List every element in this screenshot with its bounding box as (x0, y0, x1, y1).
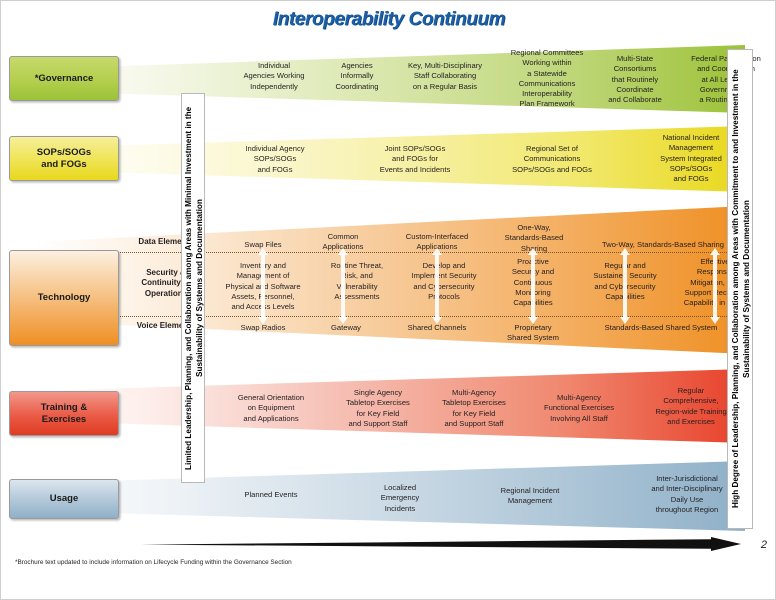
vertical-arrow-icon (527, 248, 539, 324)
tier-label-data-elements: Data Elements (138, 237, 194, 246)
training-stage-2: Single Agency Tabletop Exercises for Key… (346, 388, 410, 428)
tech-sec-3: Develop and Implement Security and Cyber… (411, 261, 477, 301)
left-vertical-caption: Limited Leadership, Planning, and Collab… (184, 106, 205, 470)
training-stage-3: Multi-Agency Tabletop Exercises for Key … (442, 388, 506, 428)
sops-stage-3: Regional Set of Communications SOPs/SOGs… (512, 144, 592, 174)
vertical-arrow-icon (709, 248, 721, 324)
row-label-governance[interactable]: *Governance (9, 56, 119, 101)
row-technology: Data Elements Security & Continuity of O… (33, 206, 746, 354)
row-label-technology[interactable]: Technology (9, 250, 119, 346)
usage-stage-4: Inter-Jurisdictional and Inter-Disciplin… (651, 474, 723, 514)
tech-voice-1: Swap Radios (240, 323, 286, 332)
sops-stage-2: Joint SOPs/SOGs and FOGs for Events and … (379, 144, 451, 174)
tech-data-3: Custom-Interfaced Applications (405, 232, 469, 252)
tech-data-5: Two-Way, Standards-Based Sharing (602, 240, 724, 249)
usage-stage-3: Regional Incident Management (500, 486, 560, 506)
sops-stage-1: Individual Agency SOPs/SOGs and FOGs (245, 144, 305, 174)
governance-stage-5: Multi-State Consortiums that Routinely C… (608, 54, 662, 104)
usage-wedge (33, 461, 745, 531)
training-stage-1: General Orientation on Equipment and App… (237, 393, 305, 423)
training-stage-4: Multi-Agency Functional Exercises Involv… (543, 393, 615, 423)
tech-voice-5: Standards-Based Shared System (604, 323, 718, 332)
left-caption-box (181, 93, 205, 483)
usage-stage-1: Planned Events (244, 490, 298, 499)
row-label-usage[interactable]: Usage (9, 479, 119, 519)
sops-wedge (33, 126, 745, 192)
footnote-text: *Brochure text updated to include inform… (15, 559, 292, 566)
row-sops: Individual Agency SOPs/SOGs and FOGs Joi… (33, 126, 745, 192)
vertical-arrow-icon (257, 248, 269, 324)
right-vertical-caption: High Degree of Leadership, Planning, and… (731, 69, 752, 509)
governance-stage-4: Regional Committees Working within a Sta… (510, 48, 584, 109)
row-label-sops[interactable]: SOPs/SOGs and FOGs (9, 136, 119, 181)
right-caption-box (727, 49, 753, 529)
governance-wedge (33, 45, 745, 113)
vertical-arrow-icon (619, 248, 631, 324)
governance-stage-2: Agencies Informally Coordinating (335, 61, 379, 91)
sops-stage-4: National Incident Management System Inte… (660, 133, 722, 183)
tech-sec-2: Routine Threat, Risk, and Vulnerability … (331, 261, 384, 301)
tier-divider-security-voice (117, 316, 745, 317)
training-stage-5: Regular Comprehensive, Region-wide Train… (655, 386, 727, 426)
row-governance: Individual Agencies Working Independentl… (33, 45, 761, 113)
vertical-arrow-icon (337, 248, 349, 324)
governance-stage-1: Individual Agencies Working Independentl… (243, 61, 305, 91)
tech-data-2: Common Applications (322, 232, 364, 252)
tech-voice-3: Shared Channels (407, 323, 467, 332)
tech-data-1: Swap Files (244, 240, 282, 249)
governance-stage-6: Federal Participation and Coordination a… (691, 54, 761, 104)
tier-divider-data-security (117, 252, 745, 253)
progression-arrow-icon (141, 537, 741, 556)
row-label-training[interactable]: Training & Exercises (9, 391, 119, 436)
tech-voice-2: Gateway (331, 323, 361, 332)
page-title: Interoperability Continuum (272, 9, 506, 30)
page-number: 2 (760, 539, 767, 551)
vertical-arrow-icon (431, 248, 443, 324)
training-wedge (33, 369, 745, 443)
tier-label-voice-elements: Voice Elements (136, 321, 196, 330)
row-training: General Orientation on Equipment and App… (33, 369, 745, 443)
row-usage: Planned Events Localized Emergency Incid… (33, 461, 745, 531)
tech-data-4: One-Way, Standards-Based Sharing (504, 223, 564, 253)
usage-stage-2: Localized Emergency Incidents (380, 483, 420, 513)
technology-wedge (33, 206, 745, 354)
governance-stage-3: Key, Multi-Disciplinary Staff Collaborat… (407, 61, 483, 91)
tech-voice-4: Proprietary Shared System (507, 323, 559, 343)
